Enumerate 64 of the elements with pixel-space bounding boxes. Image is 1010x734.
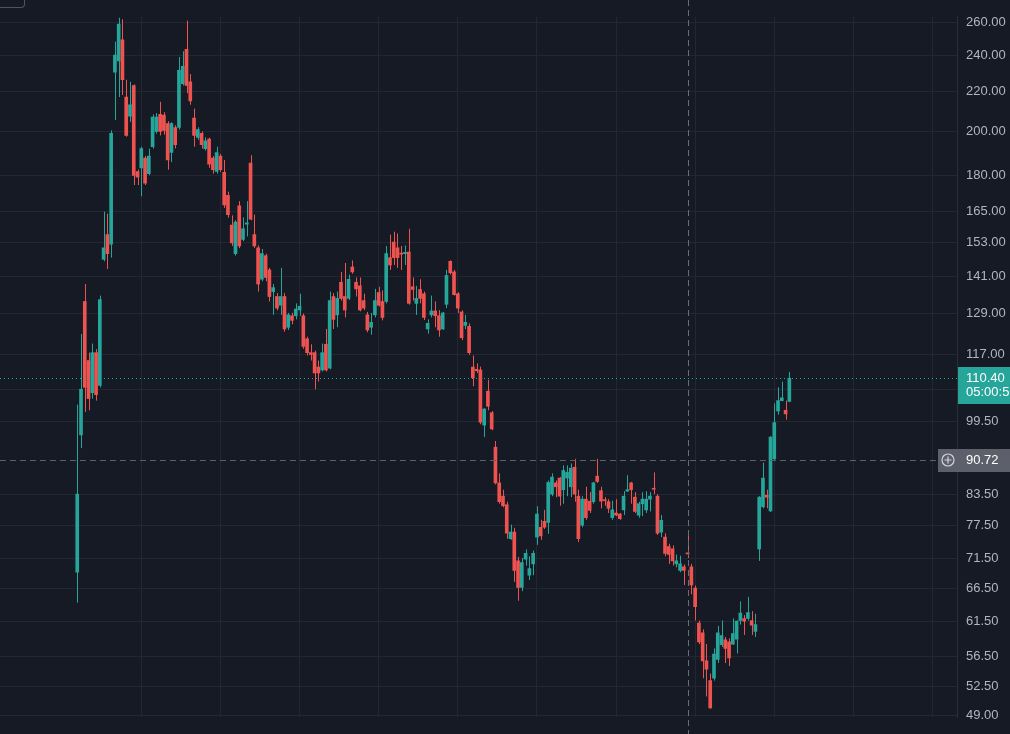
candlestick bbox=[651, 471, 656, 495]
candlestick bbox=[244, 200, 249, 237]
candlestick bbox=[561, 464, 566, 505]
candlestick bbox=[565, 464, 569, 497]
y-tick-label: 49.00 bbox=[966, 707, 999, 723]
y-tick-label: 71.50 bbox=[966, 550, 999, 566]
y-tick-label: 117.00 bbox=[966, 345, 1005, 361]
y-tick-label: 83.50 bbox=[966, 485, 999, 501]
candlestick bbox=[158, 101, 162, 136]
candlestick bbox=[471, 355, 475, 387]
y-tick-label: 260.00 bbox=[966, 14, 1006, 30]
candlestick bbox=[749, 610, 754, 636]
candlestick bbox=[730, 617, 735, 646]
candlestick bbox=[644, 490, 648, 514]
y-tick-label: 141.00 bbox=[966, 268, 1006, 284]
candlestick bbox=[648, 491, 652, 512]
y-tick-label: 66.50 bbox=[966, 580, 999, 596]
candlestick bbox=[320, 343, 324, 372]
candlestick bbox=[486, 379, 490, 411]
candlestick bbox=[663, 532, 667, 557]
candlestick bbox=[595, 458, 600, 484]
y-tick-label: 165.00 bbox=[966, 202, 1006, 218]
y-tick-label: 129.00 bbox=[966, 305, 1006, 321]
candlestick bbox=[440, 311, 445, 331]
y-tick-label: 240.00 bbox=[966, 47, 1006, 63]
candlestick bbox=[727, 637, 731, 667]
y-tick-label: 180.00 bbox=[966, 166, 1006, 182]
candlestick bbox=[433, 300, 437, 328]
y-tick-label: 99.50 bbox=[966, 412, 999, 428]
candlestick bbox=[568, 463, 573, 498]
y-tick-label: 77.50 bbox=[966, 516, 999, 532]
y-tick-label: 200.00 bbox=[966, 123, 1006, 139]
candlestick bbox=[388, 234, 392, 271]
ref-line-label: 90.72 bbox=[966, 452, 999, 468]
candlestick bbox=[742, 614, 746, 636]
candlestick bbox=[599, 486, 603, 509]
candlestick bbox=[192, 108, 196, 148]
candlestick bbox=[271, 283, 275, 316]
candlestick bbox=[535, 505, 539, 546]
candlestick bbox=[482, 407, 486, 438]
y-tick-label: 52.50 bbox=[966, 678, 999, 694]
candlestick bbox=[241, 216, 245, 242]
candlestick bbox=[252, 214, 257, 249]
y-tick-label: 61.50 bbox=[966, 612, 999, 628]
y-tick-label: 153.00 bbox=[966, 234, 1006, 250]
candlestick bbox=[746, 596, 750, 621]
y-tick-label: 220.00 bbox=[966, 83, 1006, 99]
candlestick bbox=[723, 636, 728, 664]
candlestick bbox=[147, 148, 151, 176]
candlestick bbox=[399, 245, 404, 271]
text: 05:00:5 bbox=[966, 384, 1010, 400]
candlestick bbox=[342, 262, 347, 318]
candlestick bbox=[128, 81, 132, 123]
candlestick bbox=[403, 244, 407, 266]
candlestick bbox=[489, 410, 494, 431]
ref-line-label: 110.40 bbox=[966, 370, 1005, 386]
candlestick bbox=[173, 124, 178, 149]
candlestick bbox=[229, 214, 234, 247]
candlestick bbox=[531, 550, 535, 576]
y-tick-label: 56.50 bbox=[966, 647, 999, 663]
candlestick bbox=[391, 231, 396, 266]
candlestick bbox=[584, 486, 588, 521]
candlestick bbox=[659, 514, 664, 538]
candlestick bbox=[682, 563, 686, 586]
